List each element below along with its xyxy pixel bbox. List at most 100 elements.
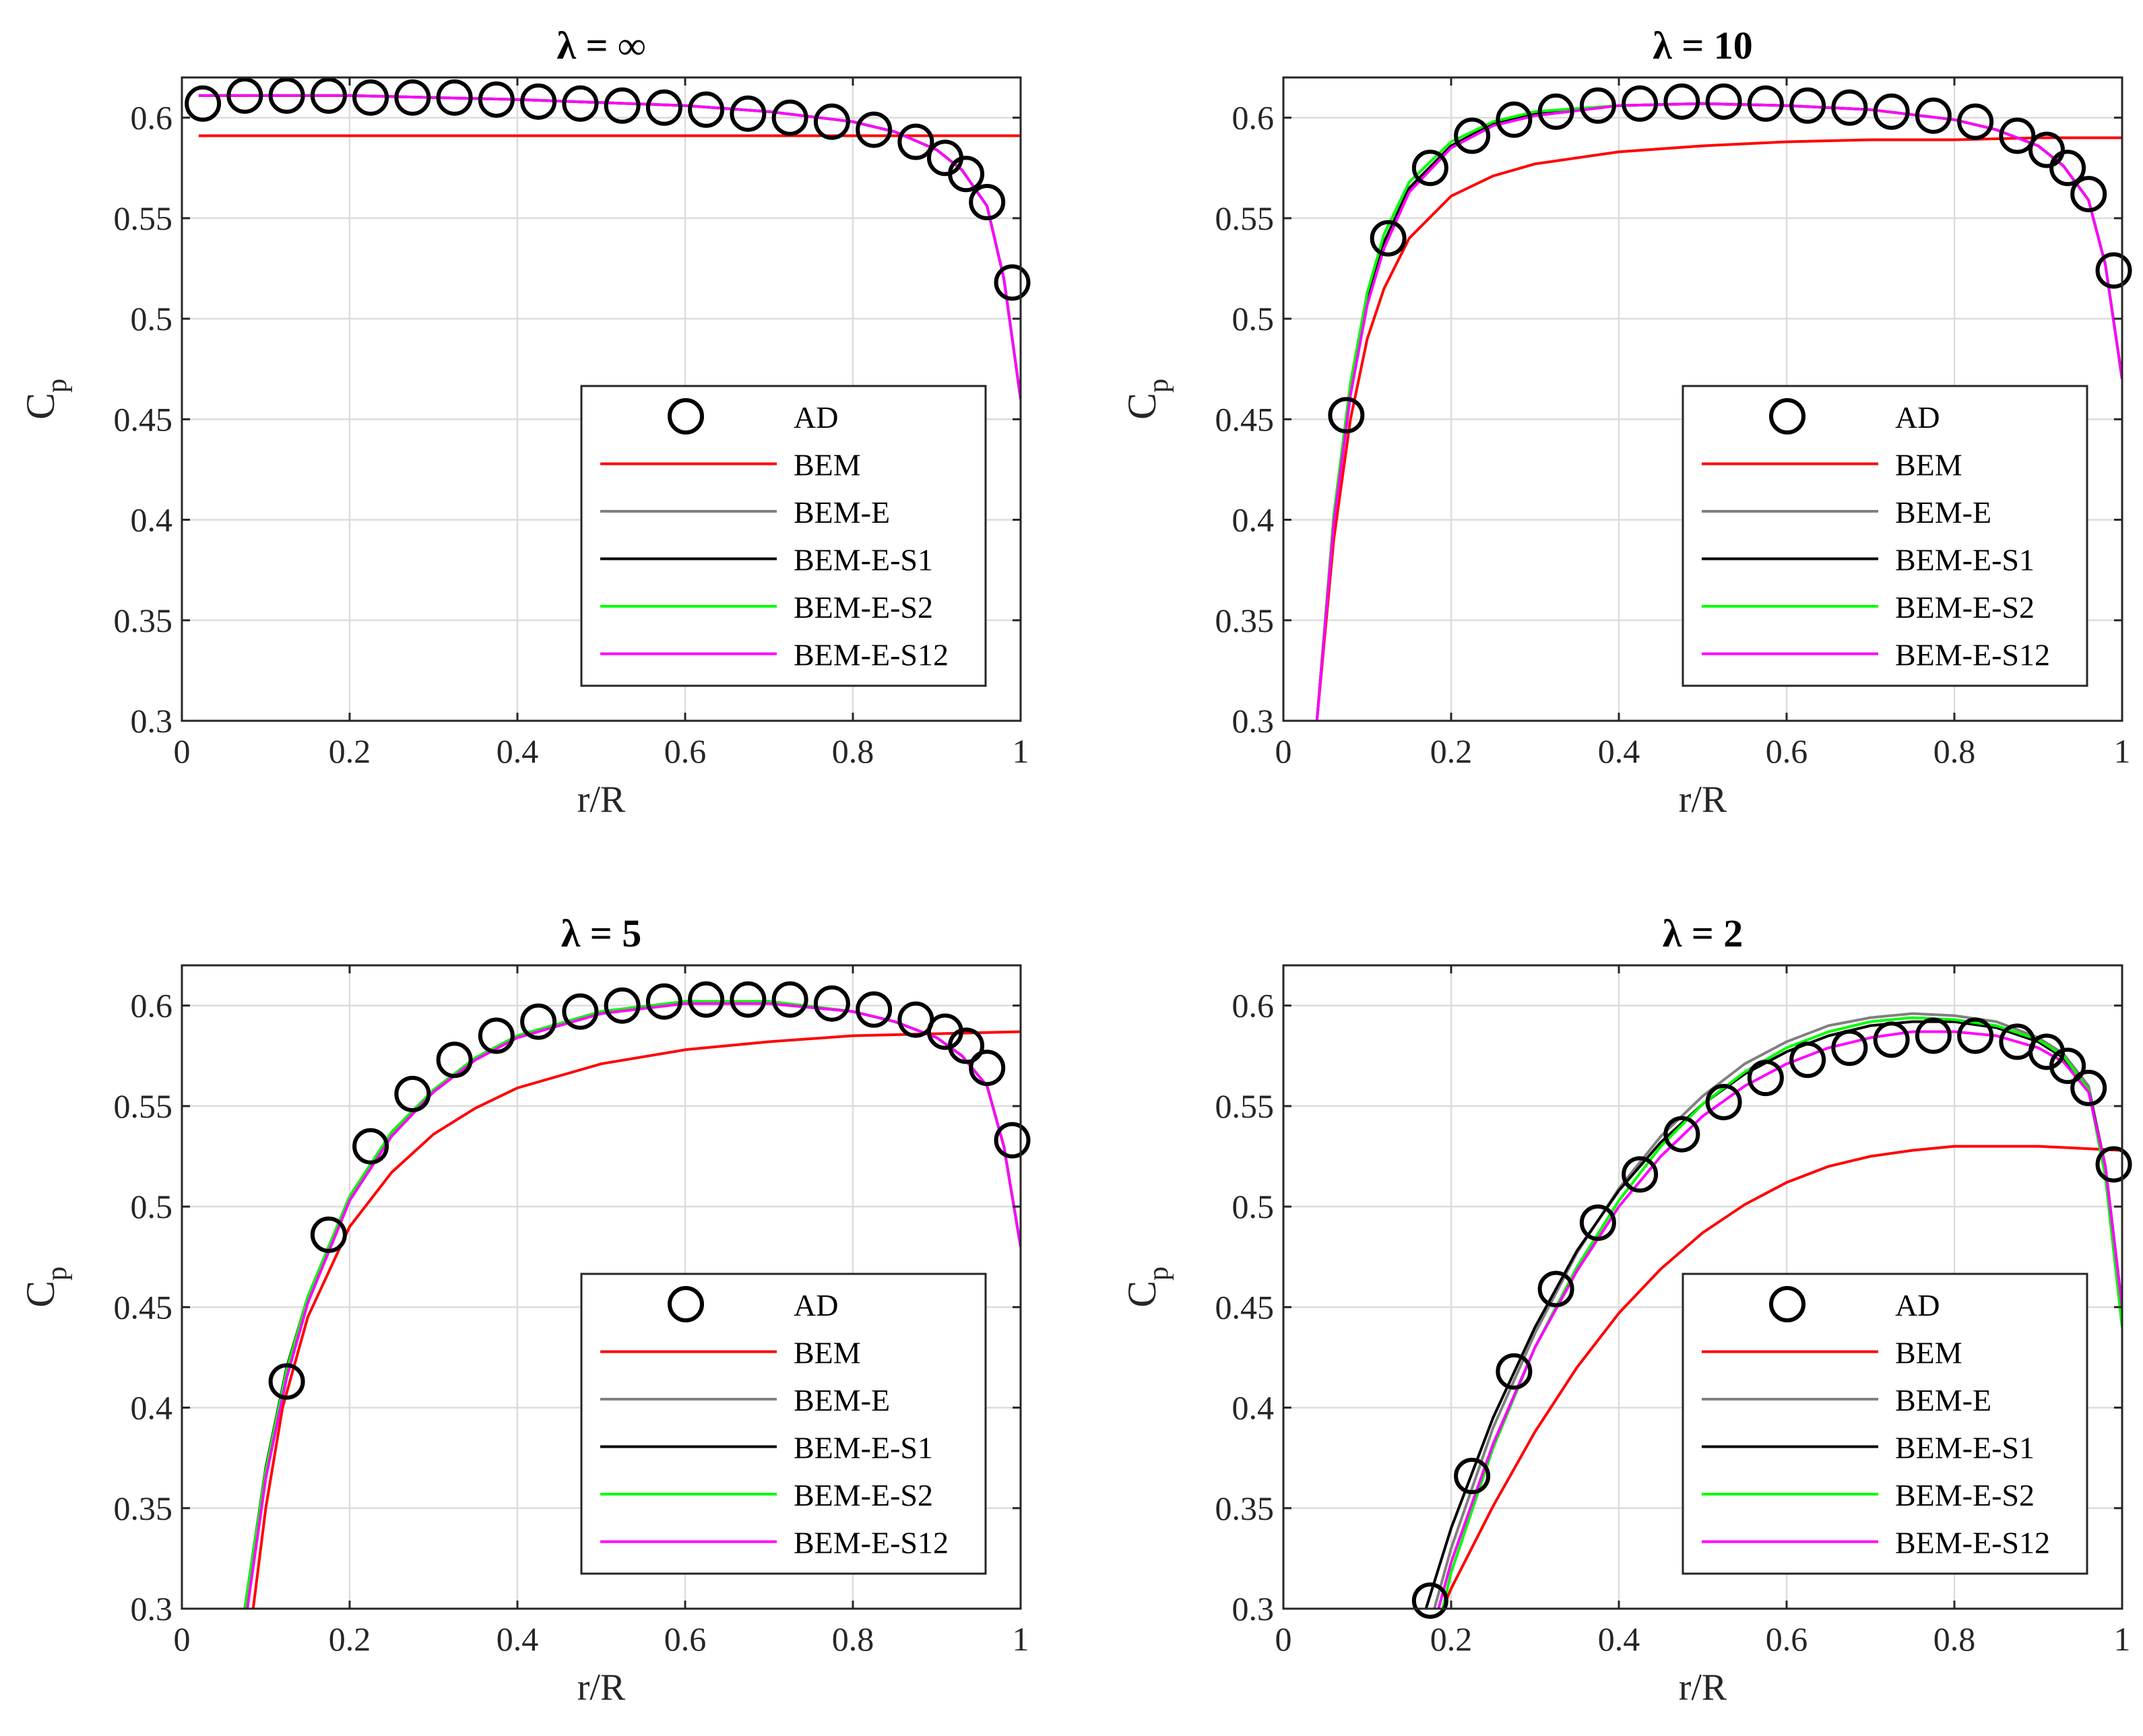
ytick-label-2: 0.4 xyxy=(131,501,173,539)
ad-marker-17 xyxy=(897,123,934,160)
y-axis-label: Cp xyxy=(18,379,73,420)
xtick-label-2: 0.4 xyxy=(497,1620,539,1658)
ad-marker-7 xyxy=(562,993,599,1030)
ad-marker-6 xyxy=(520,1003,557,1040)
ad-marker-16 xyxy=(2049,1048,2086,1085)
xtick-label-4: 0.8 xyxy=(1933,732,1976,770)
y-axis-label-subscript: p xyxy=(1143,1266,1174,1281)
ad-marker-18 xyxy=(2095,1146,2132,1183)
ad-marker-20 xyxy=(2095,252,2132,289)
chart-title: λ = 5 xyxy=(561,911,642,955)
ad-marker-10 xyxy=(604,87,641,124)
legend-label-bem: BEM xyxy=(1895,1336,1962,1370)
ad-marker-1 xyxy=(1370,220,1407,257)
ad-marker-11 xyxy=(1789,87,1826,124)
ad-marker-7 xyxy=(478,81,515,118)
xtick-label-0: 0 xyxy=(174,1620,191,1658)
x-axis-label: r/R xyxy=(577,779,626,821)
legend-label-bem-e-s2: BEM-E-S2 xyxy=(1895,590,2035,624)
ad-marker-2 xyxy=(268,77,305,114)
ad-marker-0 xyxy=(185,85,222,122)
ytick-label-5: 0.55 xyxy=(114,1087,173,1125)
xtick-label-2: 0.4 xyxy=(1598,732,1640,770)
xtick-label-5: 1 xyxy=(2114,1620,2131,1658)
legend: AD BEM BEM-E BEM-E-S1 BEM-E-S2 BEM-E-S12 xyxy=(580,385,987,687)
ad-marker-8 xyxy=(1663,83,1700,120)
ad-marker-13 xyxy=(813,985,850,1022)
chart-title: λ = 10 xyxy=(1653,24,1753,67)
xtick-label-2: 0.4 xyxy=(497,732,539,770)
legend-label-ad: AD xyxy=(794,400,838,435)
legend-label-bem-e-s1: BEM-E-S1 xyxy=(1895,1431,2035,1465)
chart-title: λ = 2 xyxy=(1663,911,1744,955)
xtick-label-1: 0.2 xyxy=(1430,1620,1473,1658)
ad-marker-1 xyxy=(1454,1458,1491,1495)
ytick-label-2: 0.4 xyxy=(1232,1389,1275,1427)
xtick-label-1: 0.2 xyxy=(1430,732,1473,770)
legend-label-bem: BEM xyxy=(1895,448,1962,482)
chart-panel-4: 0 0.2 0.4 0.6 0.8 1 0.3 0.35 0.4 0.45 0.5 0.55 0.6 λ … xyxy=(1120,911,2132,1708)
ad-marker-6 xyxy=(1579,87,1616,124)
ytick-label-6: 0.6 xyxy=(131,987,173,1025)
ad-marker-9 xyxy=(562,85,599,122)
ad-marker-16 xyxy=(856,111,893,148)
legend-label-bem-e-s2: BEM-E-S2 xyxy=(1895,1478,2035,1512)
legend: AD BEM BEM-E BEM-E-S1 BEM-E-S2 BEM-E-S12 xyxy=(580,1273,987,1575)
ad-marker-1 xyxy=(310,1216,347,1253)
ytick-label-4: 0.5 xyxy=(131,300,173,337)
ad-marker-3 xyxy=(1537,1271,1574,1308)
ad-marker-7 xyxy=(1705,1083,1742,1120)
ad-marker-12 xyxy=(1915,1017,1952,1054)
ytick-label-1: 0.35 xyxy=(114,602,173,639)
xtick-label-5: 1 xyxy=(1013,1620,1029,1658)
ytick-label-1: 0.35 xyxy=(1215,602,1275,639)
legend-label-bem: BEM xyxy=(794,1336,861,1370)
ad-marker-12 xyxy=(688,91,725,128)
xtick-label-3: 0.6 xyxy=(1766,732,1808,770)
ytick-label-0: 0.3 xyxy=(131,702,173,740)
ad-marker-13 xyxy=(1957,1017,1994,1054)
ytick-label-1: 0.35 xyxy=(1215,1489,1275,1527)
xtick-label-0: 0 xyxy=(1275,1620,1292,1658)
ad-marker-13 xyxy=(730,95,767,132)
ad-marker-3 xyxy=(394,1076,431,1112)
series-layer xyxy=(243,1000,1021,1609)
ytick-label-3: 0.45 xyxy=(1215,1288,1275,1326)
ad-marker-3 xyxy=(1454,117,1491,154)
xtick-label-3: 0.6 xyxy=(664,732,707,770)
y-axis-label: Cp xyxy=(1120,379,1174,420)
legend-box xyxy=(580,1273,987,1575)
ad-marker-10 xyxy=(1747,85,1784,122)
ad-marker-14 xyxy=(856,991,893,1028)
legend-label-bem-e-s12: BEM-E-S12 xyxy=(794,1526,949,1560)
legend-label-bem-e-s1: BEM-E-S1 xyxy=(794,543,933,577)
ad-marker-6 xyxy=(1663,1116,1700,1153)
ad-marker-11 xyxy=(730,981,767,1018)
xtick-label-4: 0.8 xyxy=(1933,1620,1976,1658)
axes-frame xyxy=(1282,964,2123,1610)
legend-label-bem-e-s12: BEM-E-S12 xyxy=(1895,638,2050,672)
ytick-label-3: 0.45 xyxy=(1215,400,1275,438)
legend-label-ad: AD xyxy=(794,1288,838,1322)
ad-marker-8 xyxy=(520,83,557,120)
y-axis-label-subscript: p xyxy=(42,379,73,393)
ytick-label-0: 0.3 xyxy=(1232,702,1275,740)
ytick-label-6: 0.6 xyxy=(1232,99,1275,137)
legend-box xyxy=(1682,385,2088,687)
ytick-label-3: 0.45 xyxy=(114,400,173,438)
legend-label-bem-e-s1: BEM-E-S1 xyxy=(794,1431,933,1465)
ad-marker-2 xyxy=(1411,150,1448,187)
ytick-label-4: 0.5 xyxy=(131,1188,173,1225)
series-line-bem xyxy=(1315,136,2122,721)
ad-marker-5 xyxy=(1622,1156,1659,1193)
ad-marker-17 xyxy=(948,1027,985,1064)
ad-marker-9 xyxy=(1705,83,1742,120)
ad-marker-0 xyxy=(1328,397,1365,434)
axes-frame xyxy=(181,76,1022,722)
y-axis-label: Cp xyxy=(18,1266,73,1308)
ad-marker-17 xyxy=(2028,131,2065,168)
ad-marker-20 xyxy=(969,184,1006,221)
ytick-label-5: 0.55 xyxy=(1215,1087,1275,1125)
ad-marker-14 xyxy=(1915,97,1952,134)
